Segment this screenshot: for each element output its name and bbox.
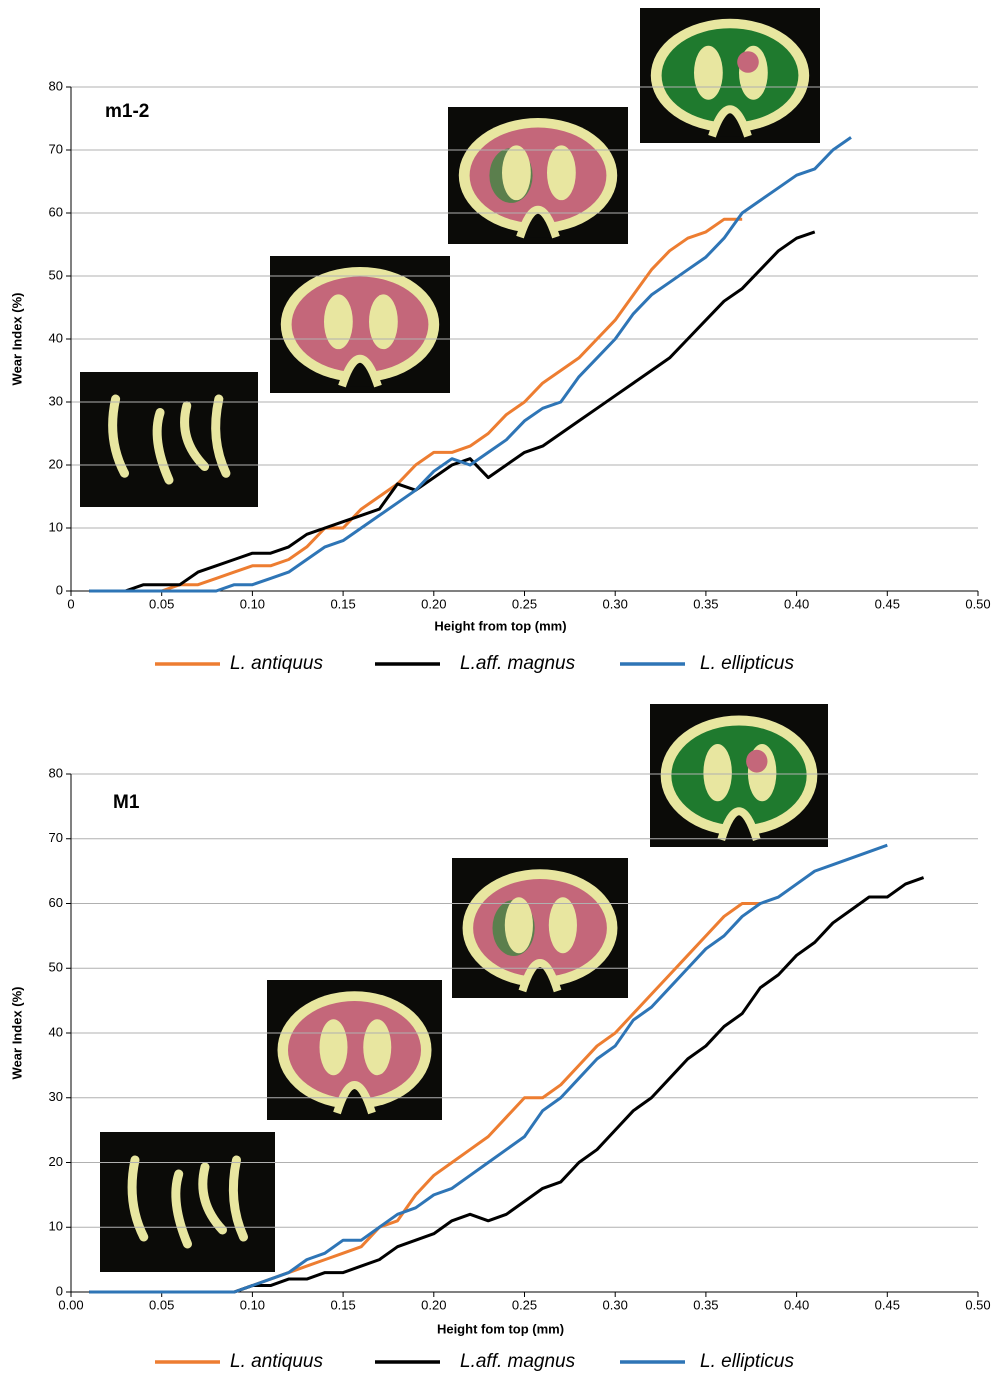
dentine-pink [737,51,759,73]
notch [338,354,382,388]
x-tick-label: 0.50 [965,1297,990,1312]
inset-image [100,1132,275,1272]
x-tick-label: 0.10 [240,596,265,611]
x-tick-label: 0.40 [784,596,809,611]
enamel-loop [363,1019,392,1076]
x-tick-label: 0.30 [603,1297,628,1312]
enamel-loop [369,294,398,350]
y-tick-label: 60 [49,895,63,910]
y-tick-label: 40 [49,330,63,345]
tooth-dentine [671,725,807,826]
x-tick-label: 0.25 [512,596,537,611]
enamel-loop [694,45,723,100]
legend-label: L.aff. magnus [460,653,576,674]
enamel [152,408,174,485]
enamel [180,401,210,471]
enamel-loop [319,1019,348,1076]
y-tick-label: 80 [49,765,63,780]
inset-image [80,372,258,507]
enamel [211,394,231,478]
inset-image [448,107,628,244]
x-tick-label: 0.15 [330,1297,355,1312]
enamel [171,1169,192,1249]
enamel-loop [324,294,353,350]
inset-image [640,8,820,143]
inset-image [650,704,828,847]
tooth-dentine [661,28,799,123]
y-tick-label: 30 [49,393,63,408]
y-tick-label: 0 [56,1283,63,1298]
y-tick-label: 40 [49,1024,63,1039]
x-tick-label: 0.10 [240,1297,265,1312]
x-tick-label: 0.05 [149,596,174,611]
chart-title: m1-2 [105,101,149,122]
y-tick-label: 20 [49,456,63,471]
legend-label: L. ellipticus [700,1351,794,1372]
notch [708,105,752,138]
enamel [127,1155,149,1242]
tooth-dentine [291,276,429,373]
x-tick-label: 0.40 [784,1297,809,1312]
x-tick-label: 0.50 [965,596,990,611]
x-tick-label: 0.05 [149,1297,174,1312]
enamel [198,1162,227,1235]
x-tick-label: 0.45 [875,1297,900,1312]
notch [518,959,562,993]
y-axis-label: Wear Index (%) [9,987,24,1080]
x-axis-label: Height fom top (mm) [437,1321,564,1336]
series-line [89,843,888,1294]
y-tick-label: 50 [49,960,63,975]
x-tick-label: 0.45 [875,596,900,611]
dentine-pink [746,749,768,773]
y-tick-label: 70 [49,141,63,156]
chart-title: M1 [113,792,140,813]
enamel-loop [504,897,533,954]
x-tick-label: 0.20 [421,596,446,611]
y-tick-label: 10 [49,1219,63,1234]
x-axis-label: Height from top (mm) [434,618,566,633]
image-bg [100,1132,275,1272]
inset-image [452,858,628,998]
x-tick-label: 0.35 [693,596,718,611]
enamel-loop [548,897,577,954]
series-line [89,136,852,593]
x-tick-label: 0.25 [512,1297,537,1312]
x-tick-label: 0.00 [58,1297,83,1312]
series-line [89,217,743,593]
legend-label: L. antiquus [230,1351,323,1372]
legend-label: L. antiquus [230,653,323,674]
inset-image [270,256,450,393]
enamel [228,1155,248,1242]
enamel-loop [547,145,576,201]
y-tick-label: 60 [49,204,63,219]
y-tick-label: 20 [49,1154,63,1169]
image-bg [80,372,258,507]
legend-label: L.aff. magnus [460,1351,576,1372]
x-tick-label: 0.35 [693,1297,718,1312]
y-tick-label: 70 [49,830,63,845]
enamel [108,394,129,478]
x-tick-label: 0 [67,596,74,611]
x-tick-label: 0.15 [330,596,355,611]
tooth-dentine [288,1001,421,1099]
x-tick-label: 0.20 [421,1297,446,1312]
y-tick-label: 10 [49,519,63,534]
inset-image [267,980,442,1120]
y-tick-label: 50 [49,267,63,282]
notch [516,205,560,239]
notch [717,807,761,842]
y-tick-label: 80 [49,78,63,93]
notch [333,1081,376,1115]
legend-label: L. ellipticus [700,653,794,674]
x-tick-label: 0.30 [603,596,628,611]
enamel-loop [703,744,732,802]
y-tick-label: 30 [49,1089,63,1104]
y-tick-label: 0 [56,582,63,597]
enamel-loop [502,145,531,201]
y-axis-label: Wear Index (%) [9,293,24,386]
series-line [89,230,816,593]
